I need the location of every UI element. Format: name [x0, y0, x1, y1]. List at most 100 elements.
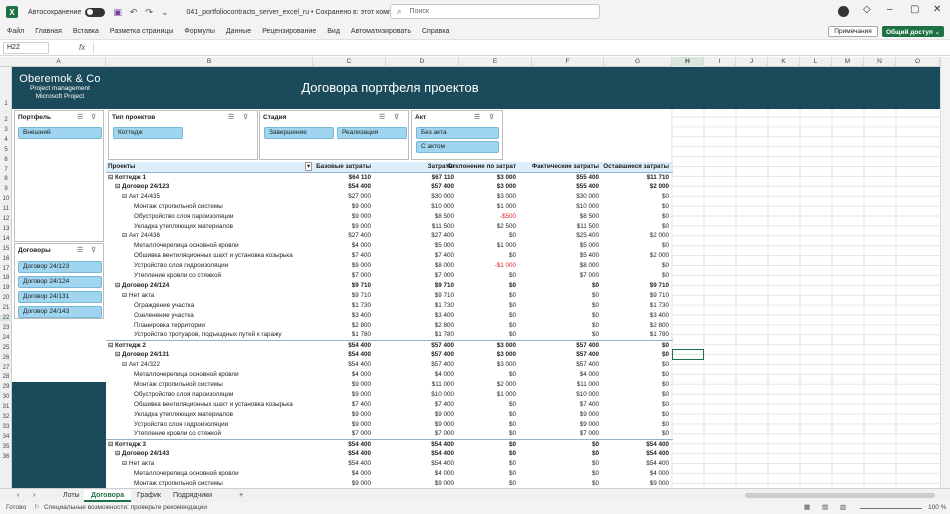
- row-header[interactable]: 15: [2, 245, 10, 252]
- slicer-item[interactable]: Договор 24/131: [18, 291, 102, 303]
- sheet-tab-lots[interactable]: Лоты: [63, 492, 80, 499]
- slicer-item[interactable]: Договор 24/123: [18, 261, 102, 273]
- column-header-n[interactable]: N: [864, 57, 896, 67]
- undo-icon[interactable]: ↶: [129, 6, 138, 17]
- row-header[interactable]: 13: [2, 225, 10, 232]
- row-header[interactable]: 34: [2, 433, 10, 440]
- row-header[interactable]: 4: [4, 136, 8, 143]
- column-header-h[interactable]: H: [672, 57, 704, 67]
- name-box[interactable]: H22: [3, 41, 49, 54]
- function-icon[interactable]: fx: [79, 43, 86, 52]
- clear-filter-icon[interactable]: ⊽: [91, 247, 97, 254]
- row-header[interactable]: 35: [2, 443, 10, 450]
- row-header[interactable]: 8: [4, 176, 8, 183]
- horizontal-scrollbar[interactable]: [745, 493, 935, 498]
- row-header[interactable]: 18: [2, 275, 10, 282]
- column-header-d[interactable]: D: [386, 57, 459, 67]
- slicer-item[interactable]: Договор 24/124: [18, 276, 102, 288]
- notes-button[interactable]: Примечания: [828, 26, 878, 37]
- pivot-row-label[interactable]: ⊟ Акт 24/435: [122, 192, 160, 200]
- premium-icon[interactable]: ◇: [863, 4, 871, 15]
- customize-toolbar-icon[interactable]: ⌄: [160, 6, 169, 17]
- pivot-row-label[interactable]: ⊟ Договор 24/131: [115, 351, 170, 359]
- add-sheet-icon[interactable]: +: [239, 492, 244, 499]
- row-header[interactable]: 26: [2, 354, 10, 361]
- row-header[interactable]: 12: [2, 216, 10, 222]
- multi-select-icon[interactable]: ☰: [474, 114, 481, 121]
- avatar[interactable]: [838, 6, 849, 17]
- zoom-level[interactable]: 100 %: [928, 504, 947, 511]
- selected-cell[interactable]: [672, 349, 704, 360]
- maximize-icon[interactable]: ▢: [910, 4, 920, 15]
- status-accessibility[interactable]: Специальные возможности: проверьте реком…: [44, 504, 207, 511]
- vertical-scrollbar[interactable]: [940, 57, 950, 488]
- close-icon[interactable]: ✕: [933, 4, 942, 15]
- menu-formulas[interactable]: Формулы: [184, 28, 215, 35]
- page-layout-icon[interactable]: ▤: [822, 504, 829, 511]
- sheet-tab-schedule[interactable]: График: [137, 492, 161, 499]
- save-icon[interactable]: ▣: [113, 6, 122, 17]
- row-header[interactable]: 17: [2, 265, 10, 272]
- menu-view[interactable]: Вид: [327, 28, 340, 35]
- row-header[interactable]: 30: [2, 394, 10, 401]
- row-header[interactable]: 28: [2, 374, 10, 381]
- multi-select-icon[interactable]: ☰: [228, 114, 235, 121]
- row-header[interactable]: 33: [2, 423, 10, 430]
- row-header[interactable]: 36: [2, 453, 10, 460]
- multi-select-icon[interactable]: ☰: [379, 114, 386, 121]
- row-header[interactable]: 32: [2, 414, 10, 420]
- slicer-item[interactable]: Без акта: [416, 127, 499, 139]
- search-box[interactable]: ⌕ Поиск: [390, 4, 600, 19]
- pivot-row-label[interactable]: ⊟ Коттедж 1: [108, 174, 146, 181]
- page-break-icon[interactable]: ▥: [840, 504, 847, 511]
- pivot-row-label[interactable]: ⊟ Договор 24/143: [115, 450, 170, 458]
- row-header[interactable]: 24: [2, 334, 10, 341]
- slicer-item[interactable]: Договор 24/143: [18, 306, 102, 318]
- menu-home[interactable]: Главная: [35, 28, 62, 35]
- row-header[interactable]: 3: [4, 126, 8, 133]
- row-header[interactable]: 5: [4, 146, 8, 153]
- pivot-row-label[interactable]: ⊟ Нет акта: [122, 460, 155, 468]
- menu-file[interactable]: Файл: [7, 28, 25, 35]
- clear-filter-icon[interactable]: ⊽: [489, 114, 495, 121]
- row-header[interactable]: 14: [2, 235, 10, 242]
- column-header-l[interactable]: L: [800, 57, 832, 67]
- share-button[interactable]: Общий доступ ⌄: [882, 26, 944, 37]
- row-header[interactable]: 19: [2, 285, 10, 292]
- slicer-project-type[interactable]: Тип проектов ☰ ⊽ Коттедж: [108, 110, 258, 160]
- row-header[interactable]: 11: [2, 206, 10, 213]
- column-header-e[interactable]: E: [459, 57, 532, 67]
- redo-icon[interactable]: ↷: [145, 6, 153, 17]
- slicer-item[interactable]: Внешний: [18, 127, 102, 139]
- row-header[interactable]: 25: [2, 344, 10, 351]
- menu-insert[interactable]: Вставка: [72, 28, 99, 35]
- slicer-item[interactable]: Завершение: [264, 127, 334, 139]
- menu-help[interactable]: Справка: [421, 28, 450, 35]
- multi-select-icon[interactable]: ☰: [77, 114, 84, 121]
- formula-input[interactable]: [93, 41, 923, 54]
- sheet-tab-contractors[interactable]: Подрядчики: [173, 492, 213, 499]
- sheet-tab-contracts[interactable]: Договора: [84, 490, 132, 502]
- column-header-c[interactable]: C: [313, 57, 386, 67]
- menu-page-layout[interactable]: Разметка страницы: [109, 28, 174, 35]
- row-header[interactable]: 27: [2, 364, 10, 371]
- pivot-row-label[interactable]: ⊟ Договор 24/123: [115, 182, 170, 190]
- accessibility-icon[interactable]: ⚐: [34, 504, 40, 511]
- document-title[interactable]: 041_portfoliocontracts_server_excel_ru •…: [186, 9, 420, 16]
- column-header-o[interactable]: O: [896, 57, 940, 67]
- slicer-item[interactable]: Реализация: [337, 127, 407, 139]
- row-header[interactable]: 23: [2, 324, 10, 331]
- row-header[interactable]: 16: [2, 255, 10, 262]
- pivot-header-cell[interactable]: Проекты: [108, 163, 136, 170]
- column-header-j[interactable]: J: [736, 57, 768, 67]
- pivot-row-label[interactable]: ⊟ Акт 24/436: [122, 232, 160, 240]
- column-header-a[interactable]: A: [12, 57, 106, 67]
- pivot-row-label[interactable]: ⊟ Коттедж 3: [108, 441, 146, 449]
- minimize-icon[interactable]: –: [887, 4, 893, 15]
- pivot-row-label[interactable]: ⊟ Договор 24/124: [115, 281, 170, 289]
- slicer-portfolio[interactable]: Портфель ☰ ⊽ Внешний: [14, 110, 104, 242]
- row-header[interactable]: 22: [0, 315, 12, 321]
- row-header[interactable]: 6: [4, 156, 8, 163]
- pivot-row-label[interactable]: ⊟ Нет акта: [122, 291, 155, 299]
- row-header[interactable]: 29: [2, 384, 10, 391]
